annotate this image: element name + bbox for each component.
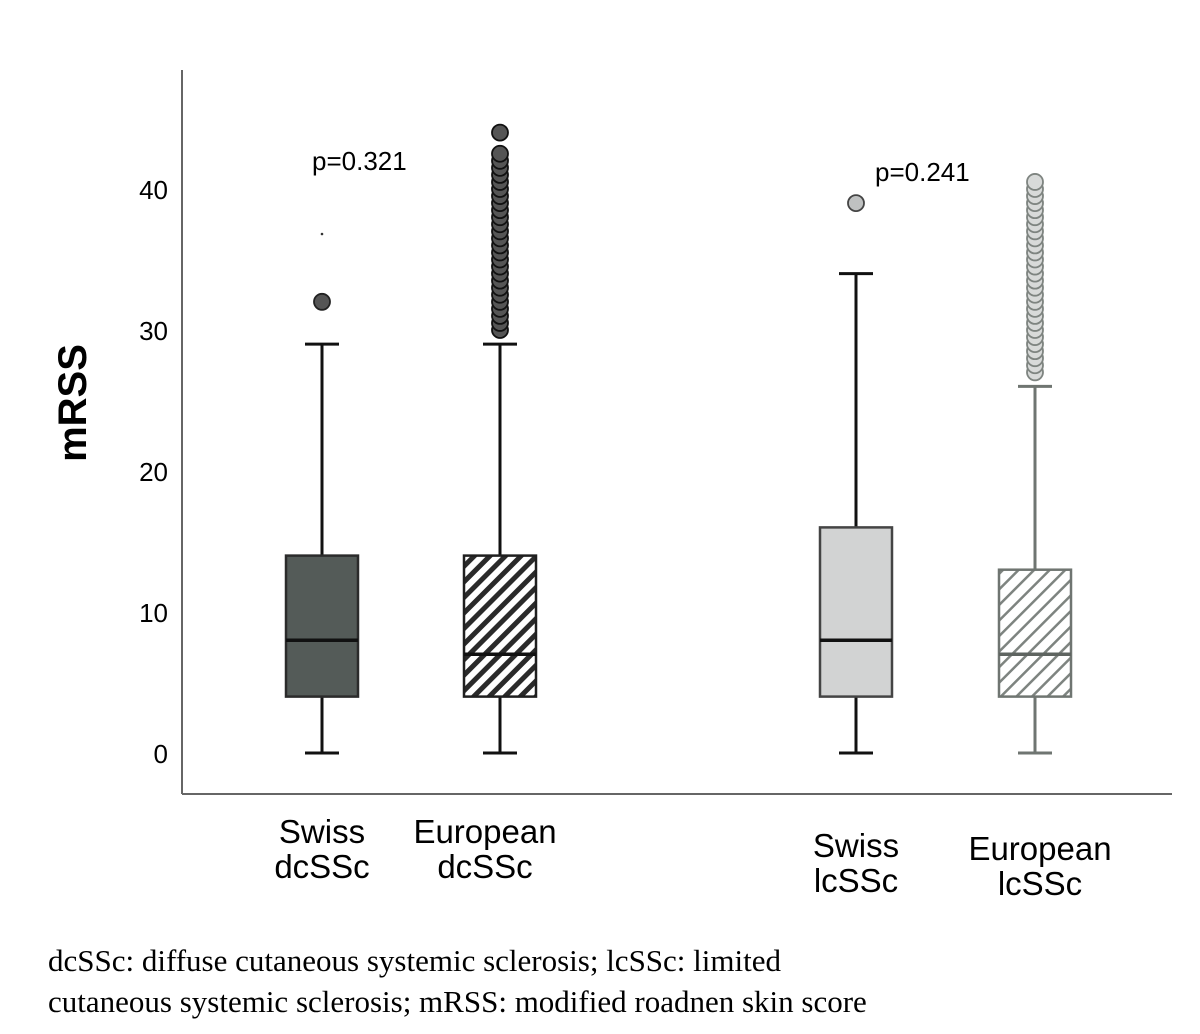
x-tick-label: lcSSc — [814, 862, 898, 899]
x-tick-label: European — [413, 813, 556, 850]
y-axis-label: mRSS — [51, 344, 95, 462]
iqr-box — [818, 526, 894, 698]
x-tick-label: Swiss — [279, 813, 365, 850]
outlier-point — [313, 292, 331, 311]
iqr-box — [462, 554, 538, 698]
x-tick-labels: SwissdcSScEuropeandcSScSwisslcSScEuropea… — [274, 813, 1111, 902]
p-value-dcssc: p=0.321 — [312, 146, 407, 176]
x-tick-label: Swiss — [813, 827, 899, 864]
outlier-point — [1026, 173, 1044, 191]
y-tick-label: 0 — [154, 739, 168, 769]
y-tick-label: 30 — [139, 316, 168, 346]
caption-line-1: dcSSc: diffuse cutaneous systemic sclero… — [48, 943, 781, 978]
x-tick-label: dcSSc — [437, 848, 532, 885]
outlier-point — [491, 123, 509, 142]
y-tick-labels: 0 10 20 30 40 — [139, 175, 168, 769]
box-group — [997, 173, 1073, 755]
iqr-box — [284, 554, 360, 698]
outlier-point — [847, 194, 865, 213]
outlier-point — [491, 144, 509, 163]
x-tick-label: lcSSc — [998, 865, 1082, 902]
x-tick-label: European — [968, 830, 1111, 867]
iqr-box — [997, 568, 1073, 698]
box-group — [462, 123, 538, 755]
stray-mark — [320, 232, 324, 236]
caption-line-2: cutaneous systemic sclerosis; mRSS: modi… — [48, 984, 867, 1019]
y-tick-label: 10 — [139, 598, 168, 628]
y-tick-label: 40 — [139, 175, 168, 205]
p-value-lcssc: p=0.241 — [875, 157, 970, 187]
figure-caption: dcSSc: diffuse cutaneous systemic sclero… — [48, 940, 1168, 1022]
box-groups — [284, 123, 1073, 755]
box-group — [284, 292, 360, 755]
y-tick-label: 20 — [139, 457, 168, 487]
x-tick-label: dcSSc — [274, 848, 369, 885]
box-group — [818, 194, 894, 755]
